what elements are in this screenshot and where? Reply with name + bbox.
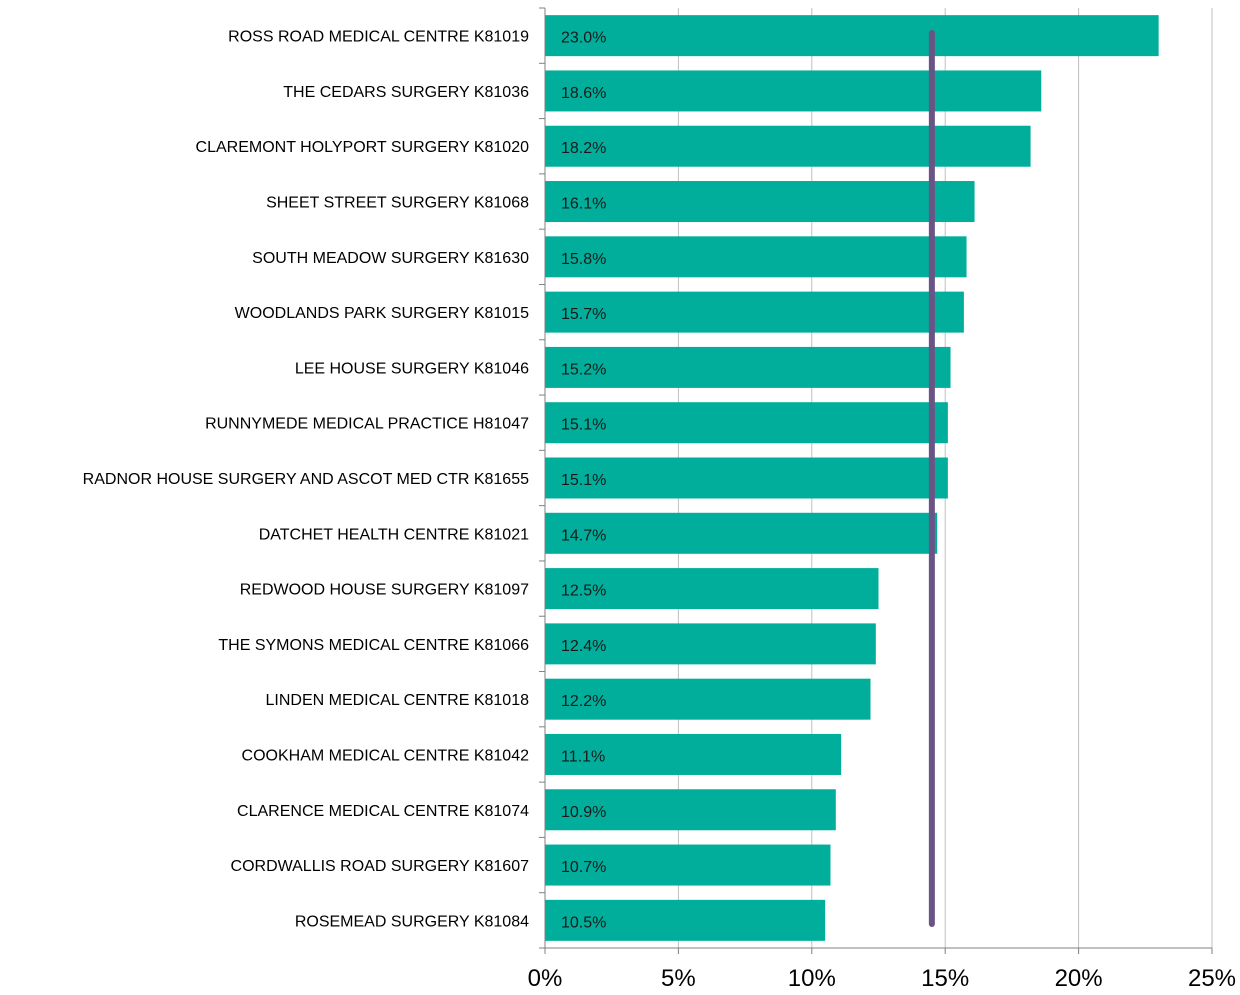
bar: [545, 844, 831, 886]
x-tick-labels: 0% 5% 10% 15% 20% 25%: [528, 965, 1236, 992]
category-label: RADNOR HOUSE SURGERY AND ASCOT MED CTR K…: [83, 471, 529, 488]
bar: [545, 568, 879, 610]
data-label: 12.4%: [561, 638, 606, 655]
category-label: COOKHAM MEDICAL CENTRE K81042: [242, 747, 530, 764]
x-tick-label: 5%: [661, 965, 696, 992]
data-label: 12.2%: [561, 693, 606, 710]
bar: [545, 899, 826, 941]
category-label: CLARENCE MEDICAL CENTRE K81074: [237, 803, 529, 820]
category-label: THE CEDARS SURGERY K81036: [283, 84, 529, 101]
data-label: 14.7%: [561, 527, 606, 544]
data-label: 10.7%: [561, 859, 606, 876]
data-label: 10.9%: [561, 804, 606, 821]
x-tick-label: 10%: [788, 965, 836, 992]
bar: [545, 623, 876, 665]
category-label: ROSS ROAD MEDICAL CENTRE K81019: [228, 29, 529, 46]
data-label: 18.2%: [561, 140, 606, 157]
category-label: SOUTH MEADOW SURGERY K81630: [252, 250, 529, 267]
data-label: 11.1%: [561, 748, 605, 765]
category-label: LINDEN MEDICAL CENTRE K81018: [266, 692, 530, 709]
data-label: 16.1%: [561, 196, 606, 213]
bar: [545, 733, 842, 775]
category-label: ROSEMEAD SURGERY K81084: [295, 913, 529, 930]
category-label: CORDWALLIS ROAD SURGERY K81607: [231, 858, 530, 875]
data-label: 12.5%: [561, 583, 606, 600]
x-tick-label: 0%: [528, 965, 563, 992]
bar: [545, 291, 964, 333]
data-label: 18.6%: [561, 85, 606, 102]
data-labels: 23.0% 18.6% 18.2% 16.1% 15.8% 15.7% 15.2% 15.1%…: [561, 30, 606, 932]
data-label: 23.0%: [561, 30, 606, 47]
category-label: SHEET STREET SURGERY K81068: [266, 195, 529, 212]
data-label: 10.5%: [561, 914, 606, 931]
bars: [545, 15, 1159, 941]
category-label: DATCHET HEALTH CENTRE K81021: [259, 526, 529, 543]
data-label: 15.7%: [561, 306, 606, 323]
category-label: THE SYMONS MEDICAL CENTRE K81066: [218, 637, 529, 654]
category-labels: ROSS ROAD MEDICAL CENTRE K81019 THE CEDAR…: [83, 29, 529, 931]
bar: [545, 512, 938, 554]
bar: [545, 70, 1042, 112]
bar: [545, 181, 975, 223]
data-label: 15.2%: [561, 361, 606, 378]
bar: [545, 402, 948, 444]
category-label: RUNNYMEDE MEDICAL PRACTICE H81047: [205, 416, 529, 433]
bar: [545, 346, 951, 388]
bar: [545, 678, 871, 720]
x-tick-label: 20%: [1055, 965, 1103, 992]
bar: [545, 789, 836, 831]
bar: [545, 125, 1031, 167]
x-tick-label: 25%: [1188, 965, 1236, 992]
data-label: 15.1%: [561, 472, 606, 489]
category-label: REDWOOD HOUSE SURGERY K81097: [240, 582, 529, 599]
data-label: 15.1%: [561, 417, 606, 434]
bar: [545, 236, 967, 278]
bar: [545, 15, 1159, 57]
category-label: LEE HOUSE SURGERY K81046: [295, 360, 529, 377]
x-tick-label: 15%: [921, 965, 969, 992]
category-label: CLAREMONT HOLYPORT SURGERY K81020: [196, 139, 530, 156]
category-label: WOODLANDS PARK SURGERY K81015: [235, 305, 529, 322]
data-label: 15.8%: [561, 251, 606, 268]
bar: [545, 457, 948, 499]
axes: [539, 7, 1213, 954]
